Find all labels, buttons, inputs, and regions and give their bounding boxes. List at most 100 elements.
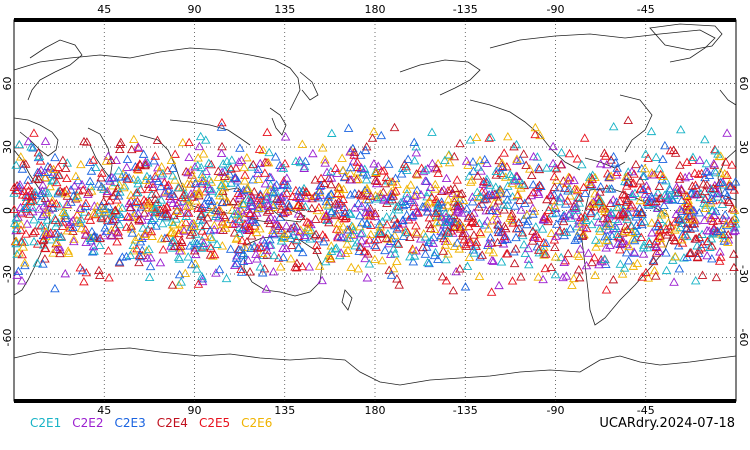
marker-c2e4	[458, 228, 468, 238]
marker-c2e4	[324, 217, 334, 227]
marker-c2e4	[449, 151, 460, 161]
marker-c2e1	[524, 259, 534, 269]
marker-c2e1	[430, 247, 441, 257]
marker-c2e1	[114, 166, 124, 175]
marker-c2e6	[206, 207, 216, 217]
marker-c2e3	[661, 248, 671, 257]
marker-c2e3	[677, 206, 687, 215]
marker-c2e3	[214, 264, 225, 274]
marker-c2e5	[636, 232, 647, 241]
marker-c2e2	[425, 182, 436, 192]
marker-c2e6	[279, 229, 290, 239]
marker-c2e4	[682, 201, 692, 210]
marker-c2e4	[556, 160, 566, 169]
marker-c2e1	[682, 231, 692, 241]
marker-c2e4	[656, 193, 666, 202]
marker-c2e4	[126, 221, 136, 230]
marker-c2e1	[706, 184, 717, 194]
marker-c2e3	[674, 214, 684, 223]
marker-c2e2	[111, 214, 121, 223]
marker-c2e1	[191, 264, 202, 273]
marker-c2e6	[63, 248, 74, 257]
marker-c2e5	[183, 208, 194, 217]
marker-c2e2	[516, 205, 526, 214]
marker-c2e5	[112, 237, 122, 246]
marker-c2e5	[554, 226, 565, 235]
marker-c2e2	[299, 163, 309, 172]
marker-c2e1	[556, 252, 566, 262]
marker-c2e4	[648, 256, 659, 266]
marker-c2e2	[107, 172, 117, 182]
marker-c2e1	[195, 221, 206, 231]
marker-c2e2	[155, 257, 166, 267]
marker-c2e4	[384, 265, 394, 274]
marker-c2e3	[174, 269, 185, 279]
marker-c2e4	[549, 182, 560, 192]
marker-c2e6	[383, 234, 393, 243]
marker-c2e5	[466, 217, 477, 227]
marker-c2e2	[37, 186, 48, 195]
marker-c2e3	[360, 145, 371, 155]
marker-c2e4	[82, 137, 92, 146]
bottom-longitude-tick-label: 90	[188, 404, 202, 417]
marker-c2e1	[639, 240, 649, 249]
marker-c2e6	[723, 237, 733, 246]
marker-c2e4	[367, 133, 378, 142]
marker-c2e6	[483, 224, 494, 233]
marker-c2e3	[39, 167, 50, 176]
marker-c2e4	[218, 225, 228, 234]
marker-c2e3	[230, 172, 240, 182]
marker-c2e5	[409, 201, 420, 210]
marker-c2e1	[43, 188, 53, 197]
marker-c2e2	[728, 226, 739, 236]
marker-c2e1	[76, 214, 86, 223]
marker-c2e2	[140, 157, 151, 166]
marker-c2e6	[292, 201, 302, 211]
marker-c2e5	[637, 272, 647, 281]
marker-c2e2	[583, 248, 594, 257]
marker-c2e1	[612, 229, 622, 239]
marker-c2e5	[80, 225, 91, 234]
marker-c2e1	[710, 146, 721, 155]
marker-c2e2	[546, 190, 557, 200]
marker-c2e4	[202, 213, 213, 222]
marker-c2e1	[392, 238, 402, 247]
marker-c2e5	[62, 173, 72, 183]
marker-c2e5	[564, 148, 575, 158]
marker-c2e4	[265, 218, 275, 228]
marker-c2e4	[229, 228, 240, 237]
marker-c2e6	[443, 200, 453, 210]
marker-c2e4	[439, 233, 449, 243]
marker-c2e5	[615, 196, 625, 205]
marker-c2e3	[48, 169, 58, 178]
marker-c2e2	[345, 147, 355, 156]
marker-c2e1	[207, 186, 218, 195]
marker-c2e6	[370, 190, 381, 200]
marker-c2e3	[362, 170, 372, 179]
marker-c2e5	[455, 224, 466, 233]
marker-c2e2	[103, 151, 114, 160]
marker-c2e4	[518, 149, 529, 158]
marker-c2e1	[12, 249, 22, 258]
marker-c2e3	[502, 195, 513, 204]
marker-c2e3	[106, 216, 116, 225]
marker-c2e1	[138, 223, 148, 232]
marker-c2e1	[114, 219, 125, 229]
marker-c2e5	[237, 235, 247, 245]
marker-c2e1	[156, 195, 166, 204]
marker-c2e3	[355, 150, 366, 159]
marker-c2e2	[523, 243, 533, 253]
marker-c2e4	[687, 181, 698, 190]
marker-c2e4	[324, 173, 334, 183]
marker-c2e5	[11, 185, 21, 195]
marker-c2e2	[142, 253, 153, 262]
marker-c2e1	[653, 187, 663, 197]
marker-c2e1	[441, 254, 451, 264]
marker-c2e6	[549, 200, 560, 210]
marker-c2e5	[303, 218, 314, 227]
marker-c2e2	[702, 250, 712, 260]
marker-c2e6	[219, 182, 230, 192]
marker-c2e2	[198, 238, 209, 247]
marker-c2e4	[55, 248, 65, 258]
marker-c2e6	[63, 246, 73, 255]
